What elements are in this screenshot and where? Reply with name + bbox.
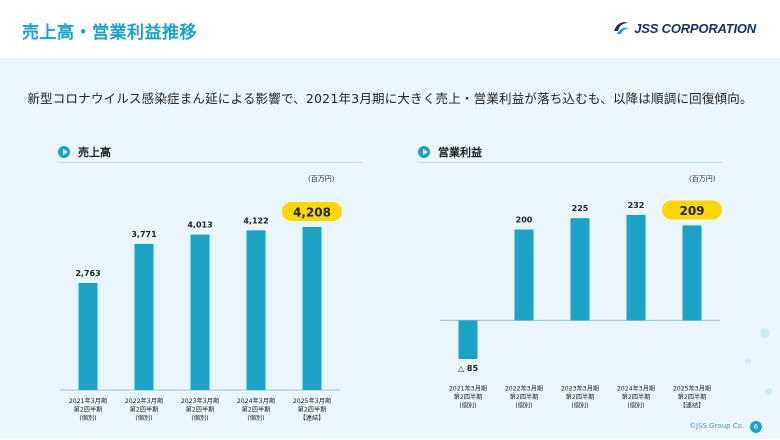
tick-label: 2021年3月期 [69,397,107,405]
bar [682,225,702,321]
jss-swirl-icon [614,22,630,34]
bar [78,282,98,390]
data-label: △ 85 [458,364,479,373]
play-icon [58,146,70,158]
decor-dot [745,358,751,364]
tick-label: (個別) [191,414,208,422]
tick-label: (個別) [79,414,96,422]
play-icon [418,146,430,158]
profit-section-divider [418,162,723,163]
tick-label: 【連結】 [300,414,325,422]
logo-text: JSS CORPORATION [634,20,756,36]
profit-section-title: 営業利益 [418,144,482,160]
tick-label: 2024年3月期 [237,397,275,405]
bar [302,227,322,390]
slide-header: 売上高・営業利益推移 JSS CORPORATION [0,0,780,58]
bar [190,234,210,390]
copyright-text: ©JSS Group Co. [689,422,744,430]
page-number: 6 [750,421,762,433]
tick-label: 2023年3月期 [561,384,599,392]
tick-label: 第2四半期 [186,406,215,414]
highlight-pill [282,202,342,221]
tick-label: 2025年3月期 [673,384,711,392]
bar [134,243,154,390]
sales-unit-label: (百万円) [308,175,335,183]
tick-label: 第2四半期 [510,393,539,401]
data-label: 209 [679,204,704,218]
sales-section-title: 売上高 [58,144,111,160]
profit-title-label: 営業利益 [438,146,482,159]
slide-subtitle: 新型コロナウイルス感染症まん延による影響で、2021年3月期に大きく売上・営業利… [27,91,753,106]
tick-label: (個別) [627,401,644,409]
data-label: 4,208 [293,206,331,220]
tick-label: 2023年3月期 [181,397,219,405]
data-label: 4,013 [187,221,212,230]
page-title: 売上高・営業利益推移 [22,23,197,43]
tick-label: 2022年3月期 [125,397,163,405]
bar [514,229,534,321]
profit-unit-label: (百万円) [689,175,716,183]
tick-label: 2022年3月期 [505,384,543,392]
data-label: 200 [516,216,533,225]
bar [246,230,266,390]
data-label: 232 [628,201,645,210]
tick-label: 第2四半期 [298,406,327,414]
tick-label: 2021年3月期 [449,384,487,392]
tick-label: 2025年3月期 [293,397,331,405]
data-label: 225 [572,204,589,213]
tick-label: 【連結】 [680,401,705,409]
tick-label: 第2四半期 [566,393,595,401]
highlight-pill [662,200,722,220]
bar [458,320,478,359]
operating-profit-bar-chart: △ 852021年3月期第2四半期(個別)2002022年3月期第2四半期(個別… [440,200,722,409]
sales-title-label: 売上高 [78,146,111,159]
sales-bar-chart: 2,7632021年3月期第2四半期(個別)3,7712022年3月期第2四半期… [60,202,342,422]
slide-body: 新型コロナウイルス感染症まん延による影響で、2021年3月期に大きく売上・営業利… [0,58,780,439]
tick-label: 第2四半期 [242,406,271,414]
bar [626,215,646,321]
tick-label: (個別) [247,414,264,422]
tick-label: 第2四半期 [622,393,651,401]
sales-section-divider [58,162,363,163]
tick-label: (個別) [459,401,476,409]
tick-label: (個別) [571,401,588,409]
tick-label: 第2四半期 [130,406,159,414]
decor-dot [760,328,770,338]
company-logo: JSS CORPORATION [612,20,756,36]
tick-label: 第2四半期 [678,393,707,401]
decor-dot [765,388,772,395]
tick-label: 2024年3月期 [617,384,655,392]
bar [570,218,590,321]
tick-label: 第2四半期 [454,393,483,401]
data-label: 3,771 [131,230,157,239]
tick-label: 第2四半期 [74,406,103,414]
tick-label: (個別) [515,401,532,409]
data-label: 2,763 [75,269,100,278]
data-label: 4,122 [243,216,268,225]
tick-label: (個別) [135,414,152,422]
